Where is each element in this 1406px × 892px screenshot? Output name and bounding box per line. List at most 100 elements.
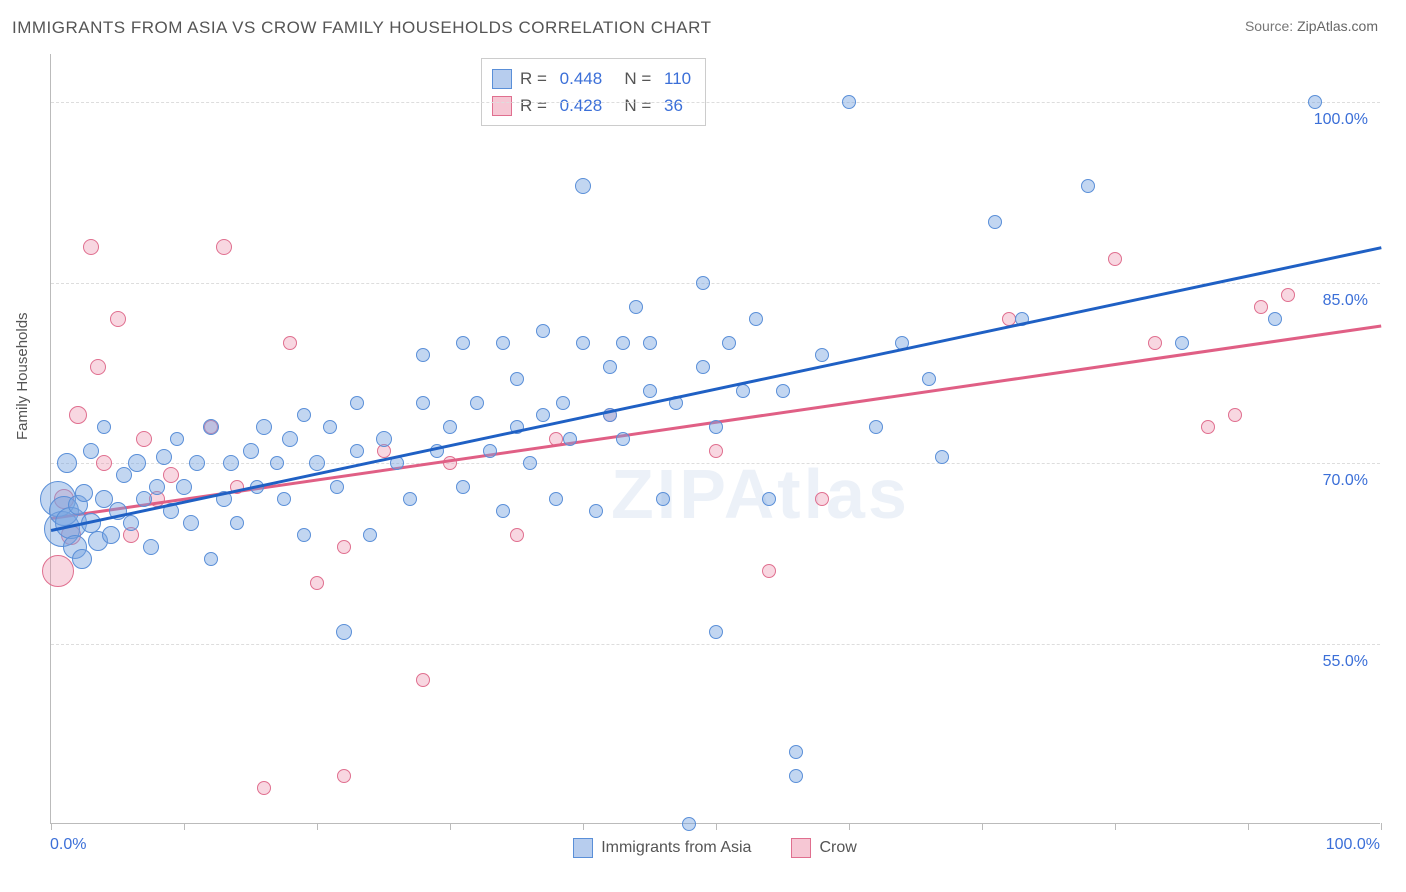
blue-point — [1175, 336, 1189, 350]
blue-point — [350, 396, 364, 410]
pink-point — [510, 528, 524, 542]
legend-swatch — [573, 838, 593, 858]
watermark: ZIPAtlas — [611, 454, 910, 534]
blue-point — [456, 480, 470, 494]
y-axis-label: Family Households — [14, 312, 31, 440]
blue-trendline — [51, 247, 1382, 532]
x-tick — [716, 823, 717, 830]
legend-swatch — [492, 69, 512, 89]
pink-point — [90, 359, 106, 375]
pink-point — [1108, 252, 1122, 266]
blue-point — [762, 492, 776, 506]
blue-point — [510, 372, 524, 386]
blue-point — [496, 336, 510, 350]
pink-point — [416, 673, 430, 687]
source-attribution: Source: ZipAtlas.com — [1245, 18, 1378, 34]
blue-point — [456, 336, 470, 350]
blue-point — [709, 625, 723, 639]
blue-point — [176, 479, 192, 495]
blue-point — [1308, 95, 1322, 109]
blue-point — [297, 408, 311, 422]
blue-point — [656, 492, 670, 506]
scatter-chart: ZIPAtlas R = 0.448 N = 110R = 0.428 N = … — [50, 54, 1380, 824]
pink-point — [337, 540, 351, 554]
blue-point — [183, 515, 199, 531]
x-tick — [51, 823, 52, 830]
legend-n-value: 36 — [664, 92, 683, 119]
legend-item: Immigrants from Asia — [573, 838, 751, 858]
legend-r-value: 0.448 — [560, 65, 603, 92]
pink-point — [1228, 408, 1242, 422]
pink-point — [69, 406, 87, 424]
blue-point — [536, 324, 550, 338]
legend-swatch — [492, 96, 512, 116]
blue-point — [156, 449, 172, 465]
x-tick — [849, 823, 850, 830]
blue-point — [470, 396, 484, 410]
legend-n-label: N = — [610, 65, 656, 92]
pink-point — [337, 769, 351, 783]
blue-point — [523, 456, 537, 470]
pink-point — [96, 455, 112, 471]
blue-point — [376, 431, 392, 447]
x-tick — [450, 823, 451, 830]
blue-point — [189, 455, 205, 471]
x-tick — [184, 823, 185, 830]
x-max-label: 100.0% — [1326, 836, 1380, 854]
blue-point — [496, 504, 510, 518]
blue-point — [576, 336, 590, 350]
blue-point — [336, 624, 352, 640]
x-min-label: 0.0% — [50, 836, 86, 854]
blue-point — [575, 178, 591, 194]
pink-point — [1148, 336, 1162, 350]
blue-point — [842, 95, 856, 109]
blue-point — [443, 420, 457, 434]
gridline — [51, 102, 1380, 103]
blue-point — [869, 420, 883, 434]
blue-point — [922, 372, 936, 386]
blue-point — [709, 420, 723, 434]
blue-point — [309, 455, 325, 471]
blue-point — [563, 432, 577, 446]
pink-point — [110, 311, 126, 327]
blue-point — [57, 453, 77, 473]
legend-item: Crow — [791, 838, 856, 858]
series-legend: Immigrants from Asia Crow — [50, 838, 1380, 858]
pink-point — [257, 781, 271, 795]
blue-point — [204, 552, 218, 566]
blue-point — [136, 491, 152, 507]
blue-point — [616, 432, 630, 446]
blue-point — [988, 215, 1002, 229]
blue-point — [629, 300, 643, 314]
x-tick — [1381, 823, 1382, 830]
blue-point — [556, 396, 570, 410]
correlation-legend: R = 0.448 N = 110R = 0.428 N = 36 — [481, 58, 706, 126]
blue-point — [403, 492, 417, 506]
legend-row: R = 0.448 N = 110 — [492, 65, 691, 92]
blue-point — [223, 455, 239, 471]
blue-point — [815, 348, 829, 362]
blue-point — [935, 450, 949, 464]
blue-point — [128, 454, 146, 472]
chart-title: IMMIGRANTS FROM ASIA VS CROW FAMILY HOUS… — [12, 18, 712, 38]
x-tick — [317, 823, 318, 830]
legend-n-value: 110 — [664, 65, 691, 92]
blue-point — [696, 276, 710, 290]
y-tick-label: 85.0% — [1323, 292, 1368, 310]
x-tick — [1248, 823, 1249, 830]
pink-point — [136, 431, 152, 447]
blue-point — [603, 360, 617, 374]
blue-point — [1268, 312, 1282, 326]
pink-point — [283, 336, 297, 350]
gridline — [51, 283, 1380, 284]
blue-point — [72, 549, 92, 569]
blue-point — [116, 467, 132, 483]
pink-point — [1254, 300, 1268, 314]
blue-point — [1081, 179, 1095, 193]
pink-point — [216, 239, 232, 255]
blue-point — [682, 817, 696, 831]
blue-point — [170, 432, 184, 446]
blue-point — [696, 360, 710, 374]
blue-point — [149, 479, 165, 495]
blue-point — [297, 528, 311, 542]
